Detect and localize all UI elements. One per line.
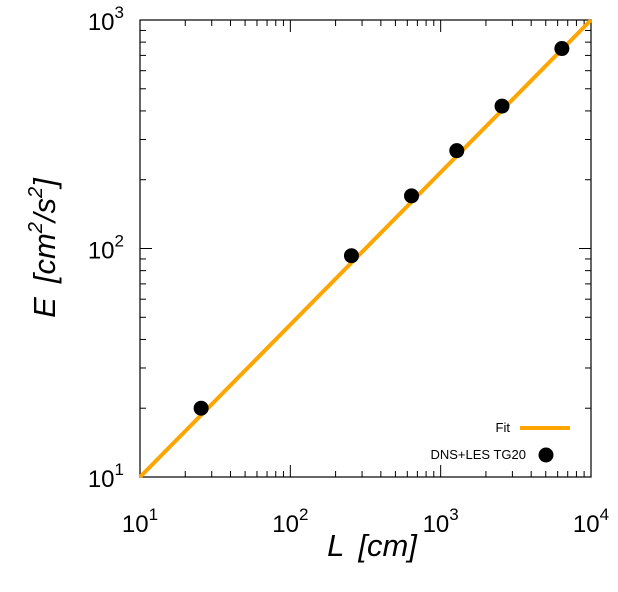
legend-swatch-points (538, 447, 554, 463)
legend-label-points: DNS+LES TG20 (430, 447, 526, 462)
y-axis-unit-a: [cm (27, 233, 62, 284)
x-axis-title: L [cm] (327, 528, 418, 563)
data-point (404, 188, 420, 204)
data-point (343, 248, 359, 264)
y-axis-unit-b: /s (27, 198, 62, 224)
y-axis-base: E (27, 297, 62, 318)
y-axis-unit-exp-a: 2 (25, 222, 47, 234)
y-tick-label: 101 (88, 460, 124, 493)
data-point (193, 400, 209, 416)
x-tick-label: 102 (272, 505, 308, 538)
points-group (193, 41, 570, 416)
y-tick-label: 103 (88, 3, 124, 36)
y-tick-label: 102 (88, 232, 124, 265)
ticks (139, 20, 591, 478)
y-axis-unit-exp-b: 2 (25, 187, 47, 199)
fit-line (138, 18, 593, 479)
x-axis-unit: [cm] (357, 528, 418, 563)
x-tick-label: 101 (122, 505, 158, 538)
data-point (449, 143, 465, 159)
tick-labels: 101 102 103 104 101 102 103 (88, 3, 609, 538)
x-tick-label: 104 (573, 505, 609, 538)
legend: Fit DNS+LES TG20 (430, 420, 570, 463)
data-point (494, 98, 510, 114)
legend-label-fit: Fit (496, 420, 511, 435)
x-axis-base: L (327, 528, 344, 563)
x-tick-label: 103 (423, 505, 459, 538)
y-axis-title: E[cm2/s2] (25, 177, 62, 318)
data-point (554, 41, 570, 57)
y-axis-unit-c: ] (27, 177, 62, 190)
fit-line-group (138, 18, 593, 479)
